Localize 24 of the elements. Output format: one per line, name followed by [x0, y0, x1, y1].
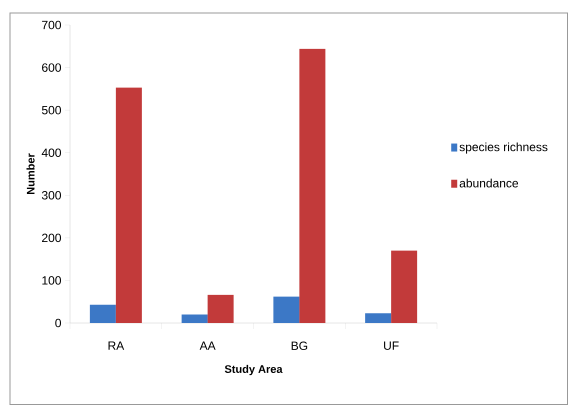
bar	[116, 88, 142, 323]
bar	[273, 296, 300, 323]
x-tick-label: BG	[292, 342, 308, 350]
bar	[391, 250, 418, 323]
y-tick-label: 300	[42, 191, 61, 200]
x-axis-title: Study Area	[224, 364, 283, 376]
x-tick-label: AA	[200, 342, 216, 350]
x-tick-label: RA	[108, 342, 124, 350]
legend-label: species richness	[460, 142, 548, 154]
bar	[90, 304, 116, 323]
y-tick-label: 200	[42, 234, 61, 242]
bar	[182, 314, 208, 323]
y-tick-label: 700	[42, 20, 61, 30]
bar	[299, 48, 326, 323]
x-tick-label: UF	[384, 342, 399, 350]
bar	[208, 294, 234, 323]
y-tick-label: 500	[42, 106, 61, 114]
y-tick-label: 0	[55, 318, 62, 328]
legend-label: abundance	[460, 178, 518, 188]
y-tick-label: 100	[42, 276, 61, 285]
y-tick-label: 600	[42, 63, 61, 72]
y-tick-label: 400	[42, 148, 61, 157]
y-axis-title: Number	[26, 153, 35, 194]
bar	[365, 313, 392, 323]
